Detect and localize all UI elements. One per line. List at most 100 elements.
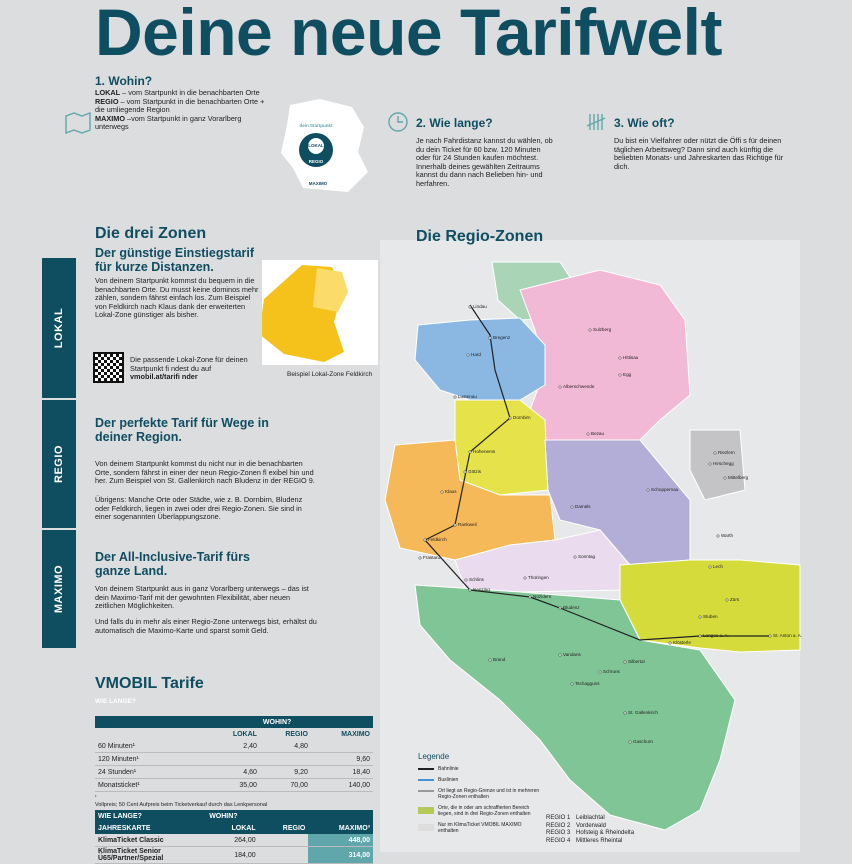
tab: REGIO <box>42 400 76 528</box>
qr-code <box>93 352 124 383</box>
place-label: Gaschurn <box>633 739 653 744</box>
place-label: Langen a. A. <box>703 633 729 638</box>
group-label: WOHIN? <box>262 718 292 726</box>
place-label: Stuben <box>703 614 718 619</box>
cell: 4,60 <box>243 768 257 776</box>
cell: 9,60 <box>356 755 370 763</box>
place-label: Lech <box>713 564 723 569</box>
place-label: Tschagguns <box>575 681 600 686</box>
header-row: JAHRESKARTE LOKAL REGIO MAXIMO³ <box>95 822 373 834</box>
place-label: Schruns <box>603 669 621 674</box>
region-item: REGIO 4 Mittleres Rheintal <box>546 838 656 846</box>
lokal-inset <box>259 260 378 365</box>
place-label: Rankweil <box>458 522 477 527</box>
legend-item: Buslinien <box>418 777 543 783</box>
place-dot <box>708 462 712 466</box>
row-label: Monatsticket¹ <box>98 781 140 789</box>
cell: 35,00 <box>239 781 257 789</box>
term-text: – vom Startpunkt in die benachbarten Ort… <box>120 88 260 97</box>
zone-heading: Der All-Inclusive-Tarif fürs ganze Land. <box>95 550 250 578</box>
row: 120 Minuten¹ 9,60 <box>95 753 373 766</box>
place-label: Hittisau <box>623 355 639 360</box>
cell: 448,00 <box>308 834 373 847</box>
step-heading: 2. Wie lange? <box>416 116 493 130</box>
legend-swatch <box>418 807 434 814</box>
place-label: Bregenz <box>493 335 511 340</box>
step-line: LOKAL – vom Startpunkt in die benachbart… <box>95 88 270 98</box>
column-label: REGIO <box>282 824 306 832</box>
place-label: Klösterle <box>673 640 691 645</box>
icons <box>65 111 606 135</box>
table: WIE LANGE? WOHIN? JAHRESKARTE LOKAL REGIO MAX… <box>95 810 373 864</box>
cell: 140,00 <box>348 781 370 789</box>
place-dot <box>466 353 470 357</box>
row-label: KlimaTicket Senior Ü65/Partner/Spezial <box>98 848 164 862</box>
row-label: 120 Minuten¹ <box>98 755 139 763</box>
cell <box>95 716 260 728</box>
table: WOHIN? LOKAL REGIO MAXIMO 60 Minuten¹ 2,40 4,8… <box>95 716 373 792</box>
place-dot <box>468 450 472 454</box>
place-label: Lustenau <box>458 394 477 399</box>
place-dot <box>463 470 467 474</box>
place-dot <box>713 451 717 455</box>
place-dot <box>488 658 492 662</box>
note: Vollpreis; 50 Cent Aufpreis beim Ticketv… <box>95 802 268 808</box>
zone-text: Von deinem Startpunkt aus in ganz Vorarl… <box>95 584 309 611</box>
place-dot <box>768 634 772 638</box>
place-dot <box>418 556 422 560</box>
tab-label: REGIO <box>53 445 65 483</box>
place-dot <box>440 490 444 494</box>
head-label: WIE LANGE? <box>98 812 142 820</box>
group-row: WIE LANGE? WOHIN? <box>95 810 373 822</box>
region-item: REGIO 2 Vorderwald <box>546 823 656 831</box>
region-name: Leiblachtal <box>576 815 605 821</box>
zone <box>414 317 546 401</box>
cell: 264,00 <box>234 836 256 844</box>
place-dot <box>628 740 632 744</box>
place-dot <box>423 538 427 542</box>
place-dot <box>588 328 592 332</box>
step-line: REGIO – vom Startpunkt in die benachbart… <box>95 96 270 115</box>
place-dot <box>558 385 562 389</box>
legend-item: Nur im KlimaTicket VMOBIL MAXIMO enthalt… <box>418 822 543 834</box>
place-dot <box>723 476 727 480</box>
step-text: Je nach Fahrdistanz kannst du wählen, ob… <box>416 136 553 188</box>
place-label: Alberschwende <box>563 384 595 389</box>
region-code: REGIO 3 <box>546 830 571 836</box>
place-dot <box>623 660 627 664</box>
place-label: Silbertal <box>628 659 645 664</box>
cell: 184,00 <box>234 851 256 859</box>
place-label: Feldkirch <box>428 537 447 542</box>
place-label: Nüziders <box>533 594 552 599</box>
title: Deine neue Tarifwelt <box>95 0 722 69</box>
place-label: St. Gallenkirch <box>628 710 658 715</box>
place-dot <box>464 578 468 582</box>
place-label: Thüringen <box>528 575 549 580</box>
region-code: REGIO 1 <box>546 815 571 821</box>
place-label: Frastanz <box>423 555 442 560</box>
legend-swatch <box>418 824 434 831</box>
place-dot <box>698 634 702 638</box>
cell: 18,40 <box>352 768 370 776</box>
column-label: REGIO <box>285 730 308 738</box>
column-label: LOKAL <box>232 730 257 738</box>
tab-label: MAXIMO <box>53 564 65 614</box>
place-label: St. Anton a. A. <box>773 633 802 638</box>
qr-link: vmobil.at/tarifi nder <box>130 372 198 382</box>
region-name: Mittleres Rheintal <box>576 837 623 844</box>
place-dot <box>646 488 650 492</box>
row-label: KlimaTicket Classic <box>98 836 164 844</box>
place-label: Riezlern <box>718 450 735 455</box>
cell: 4,80 <box>294 742 308 750</box>
cell: 9,20 <box>294 768 308 776</box>
place-label: Hohenems <box>473 449 496 454</box>
place-label: Bludenz <box>563 605 580 610</box>
cell: 314,00 <box>308 846 373 864</box>
place-label: Sulzberg <box>593 327 612 332</box>
place-dot <box>523 576 527 580</box>
place-dot <box>698 615 702 619</box>
step-heading: 3. Wie oft? <box>614 116 675 130</box>
place-label: Mittelberg <box>728 475 749 480</box>
term-text: – vom Startpunkt in die benachbarten Ort… <box>95 96 265 115</box>
